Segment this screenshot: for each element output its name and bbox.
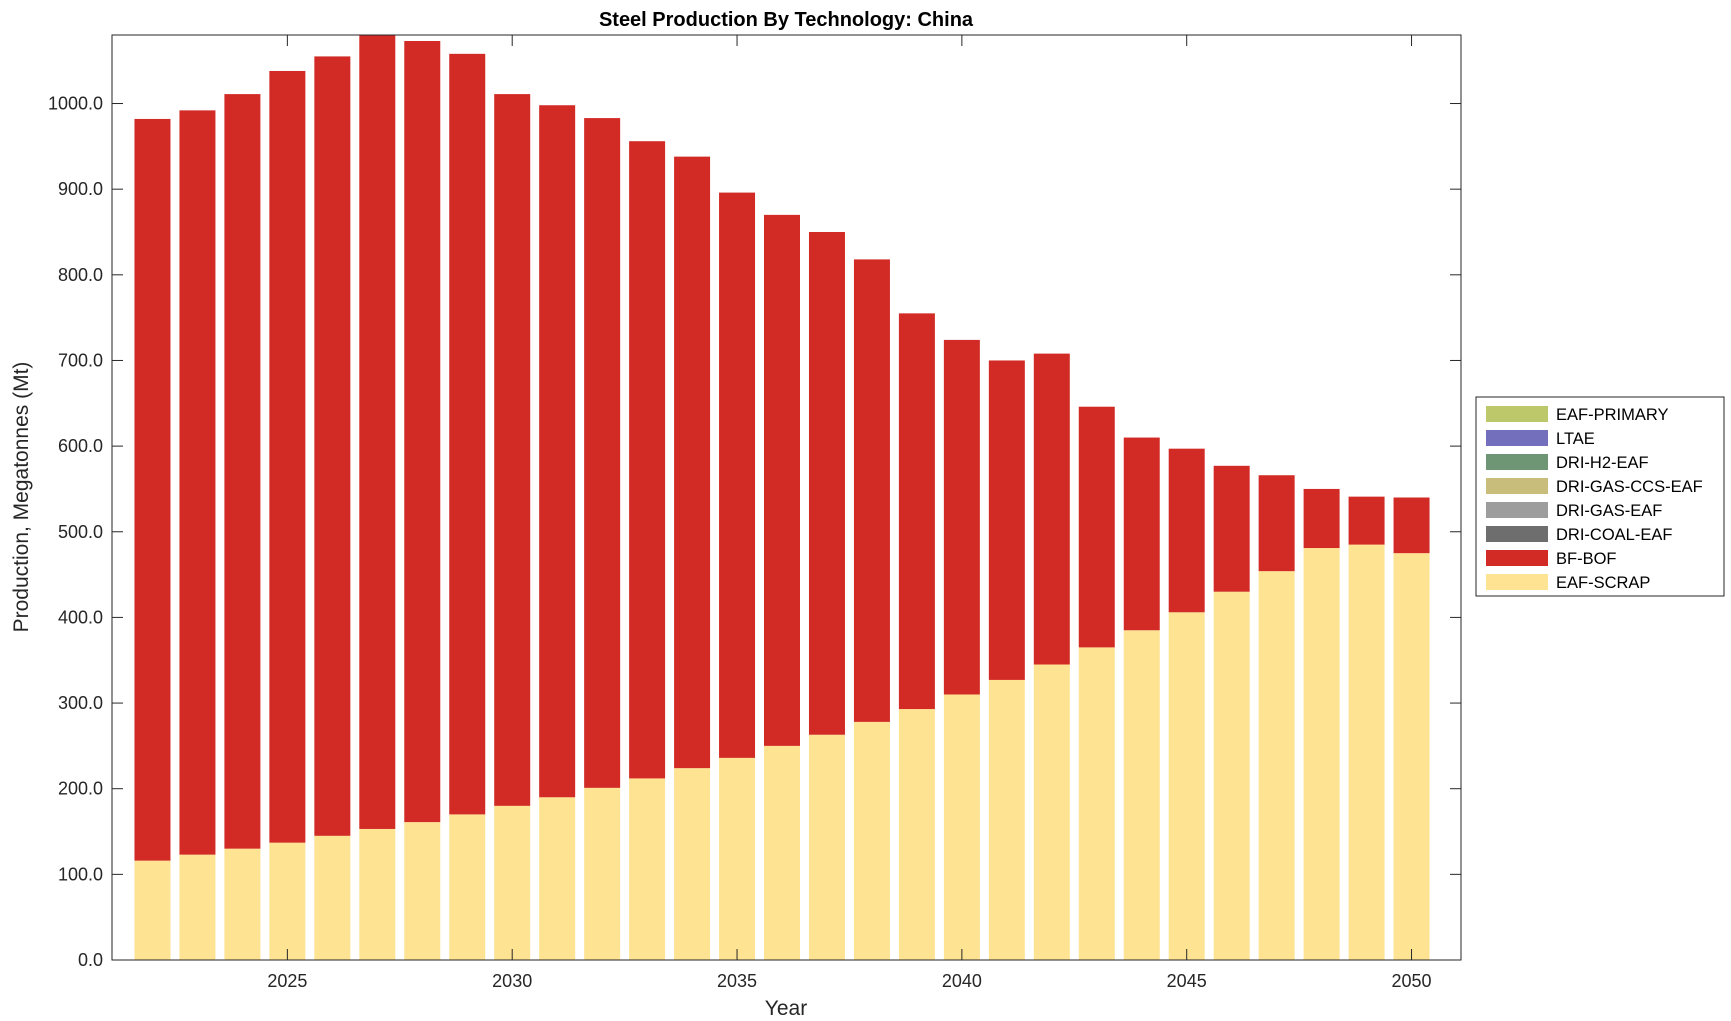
y-tick-label: 0.0 <box>78 950 103 970</box>
bar-bf-bof-2032 <box>584 118 621 788</box>
bar-eaf-scrap-2028 <box>404 822 441 960</box>
y-tick-label: 800.0 <box>58 265 103 285</box>
bar-bf-bof-2023 <box>179 110 216 855</box>
bar-bf-bof-2027 <box>359 35 396 829</box>
bar-eaf-scrap-2022 <box>134 860 171 960</box>
bar-bf-bof-2030 <box>494 94 531 806</box>
legend-label-bf-bof: BF-BOF <box>1556 550 1617 568</box>
bar-eaf-scrap-2038 <box>853 721 890 960</box>
ticks-layer: 2025 2030 2035 2040 2045 2050 0.0 100.0 200.0 300… <box>48 35 1461 991</box>
bar-bf-bof-2048 <box>1303 488 1340 549</box>
bar-eaf-scrap-2037 <box>808 734 845 960</box>
bar-bf-bof-2024 <box>224 94 261 849</box>
x-axis-label: Year <box>765 997 807 1020</box>
bar-eaf-scrap-2042 <box>1033 664 1070 960</box>
legend-swatch-eaf-primary <box>1486 406 1548 422</box>
bar-bf-bof-2038 <box>853 259 890 722</box>
bar-bf-bof-2050 <box>1393 497 1430 554</box>
bar-eaf-scrap-2024 <box>224 848 261 960</box>
y-axis-label: Production, Megatonnes (Mt) <box>10 362 33 633</box>
bar-eaf-scrap-2031 <box>539 797 576 960</box>
bar-bf-bof-2028 <box>404 41 441 823</box>
legend-swatch-dri-coal-eaf <box>1486 526 1548 542</box>
plot-frame <box>111 34 1462 961</box>
bar-eaf-scrap-2049 <box>1348 544 1385 960</box>
bar-eaf-scrap-2032 <box>584 787 621 960</box>
bar-eaf-scrap-2026 <box>314 835 351 960</box>
bar-bf-bof-2041 <box>988 360 1025 680</box>
bar-eaf-scrap-2036 <box>764 745 800 960</box>
bar-eaf-scrap-2030 <box>494 805 531 960</box>
bar-bf-bof-2039 <box>898 313 935 710</box>
legend-swatch-eaf-scrap <box>1486 574 1548 590</box>
x-tick-label: 2050 <box>1392 971 1432 991</box>
bar-bf-bof-2025 <box>269 70 306 843</box>
bar-eaf-scrap-2029 <box>449 814 486 960</box>
bar-bf-bof-2040 <box>943 339 980 695</box>
bar-eaf-scrap-2046 <box>1213 591 1250 960</box>
bar-bf-bof-2045 <box>1168 448 1205 613</box>
bar-eaf-scrap-2044 <box>1123 630 1160 960</box>
bar-eaf-scrap-2047 <box>1258 571 1295 960</box>
bar-eaf-scrap-2035 <box>719 757 756 960</box>
x-tick-label: 2030 <box>492 971 532 991</box>
bar-bf-bof-2037 <box>808 231 845 735</box>
bar-bf-bof-2033 <box>629 141 666 779</box>
bars-layer <box>134 35 1430 960</box>
chart-title: Steel Production By Technology: China <box>599 9 974 31</box>
bar-bf-bof-2034 <box>674 156 711 769</box>
bar-bf-bof-2046 <box>1213 465 1250 592</box>
bar-eaf-scrap-2039 <box>898 709 935 960</box>
y-tick-label: 200.0 <box>58 779 103 799</box>
bar-eaf-scrap-2045 <box>1168 612 1205 960</box>
legend-swatch-bf-bof <box>1486 550 1548 566</box>
legend-swatch-dri-h2-eaf <box>1486 454 1548 470</box>
bar-bf-bof-2044 <box>1123 437 1160 631</box>
legend: EAF-PRIMARY LTAE DRI-H2-EAF DRI-GAS-CCS-EAF… <box>1475 396 1725 597</box>
bar-bf-bof-2049 <box>1348 496 1385 545</box>
bar-eaf-scrap-2048 <box>1303 548 1340 960</box>
bar-bf-bof-2026 <box>314 56 351 836</box>
legend-swatch-ltae <box>1486 430 1548 446</box>
bar-eaf-scrap-2040 <box>943 694 980 960</box>
x-tick-label: 2025 <box>267 971 307 991</box>
bar-eaf-scrap-2050 <box>1393 553 1430 960</box>
bar-eaf-scrap-2023 <box>179 854 216 960</box>
bar-bf-bof-2022 <box>134 118 171 861</box>
legend-label-dri-h2-eaf: DRI-H2-EAF <box>1556 454 1649 472</box>
bar-bf-bof-2031 <box>539 105 576 798</box>
bar-bf-bof-2043 <box>1078 406 1115 648</box>
legend-swatch-dri-gas-eaf <box>1486 502 1548 518</box>
legend-label-ltae: LTAE <box>1556 430 1595 448</box>
legend-label-dri-coal-eaf: DRI-COAL-EAF <box>1556 526 1672 544</box>
bar-bf-bof-2035 <box>719 192 756 758</box>
y-tick-label: 600.0 <box>58 436 103 456</box>
y-tick-label: 700.0 <box>58 350 103 370</box>
bar-eaf-scrap-2041 <box>988 679 1025 960</box>
bar-bf-bof-2047 <box>1258 475 1295 572</box>
legend-label-dri-gas-ccs-eaf: DRI-GAS-CCS-EAF <box>1556 478 1703 496</box>
bar-eaf-scrap-2027 <box>359 828 396 960</box>
bar-bf-bof-2036 <box>764 214 800 746</box>
legend-label-eaf-primary: EAF-PRIMARY <box>1556 406 1668 424</box>
bar-eaf-scrap-2033 <box>629 778 666 960</box>
y-tick-label: 500.0 <box>58 522 103 542</box>
y-tick-label: 300.0 <box>58 693 103 713</box>
x-tick-label: 2040 <box>942 971 982 991</box>
y-tick-label: 1000.0 <box>48 94 103 114</box>
x-tick-label: 2045 <box>1167 971 1207 991</box>
bar-eaf-scrap-2043 <box>1078 647 1115 960</box>
legend-label-eaf-scrap: EAF-SCRAP <box>1556 574 1650 592</box>
y-tick-label: 400.0 <box>58 607 103 627</box>
bar-eaf-scrap-2034 <box>674 768 711 960</box>
bar-bf-bof-2042 <box>1033 353 1070 665</box>
legend-label-dri-gas-eaf: DRI-GAS-EAF <box>1556 502 1662 520</box>
y-tick-label: 100.0 <box>58 864 103 884</box>
legend-swatch-dri-gas-ccs-eaf <box>1486 478 1548 494</box>
x-tick-label: 2035 <box>717 971 757 991</box>
y-tick-label: 900.0 <box>58 179 103 199</box>
bar-bf-bof-2029 <box>449 53 486 815</box>
bar-eaf-scrap-2025 <box>269 842 306 960</box>
